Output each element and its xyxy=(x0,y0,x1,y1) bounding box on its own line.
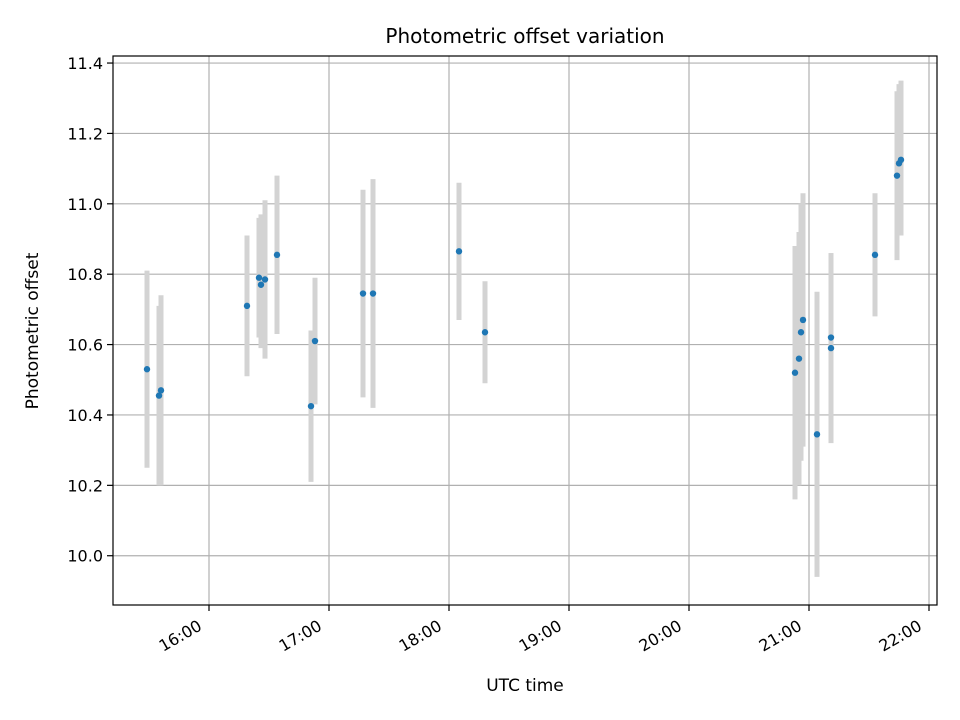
data-point xyxy=(827,334,835,341)
data-point xyxy=(871,251,879,259)
data-point xyxy=(481,329,489,336)
data-point xyxy=(311,337,319,345)
data-point xyxy=(797,329,805,336)
data-point xyxy=(795,355,803,362)
data-point xyxy=(157,387,165,394)
y-tick-label: 11.0 xyxy=(67,195,103,214)
x-axis-title: UTC time xyxy=(486,676,564,696)
data-point xyxy=(307,402,315,410)
data-point xyxy=(243,302,251,310)
data-point xyxy=(455,248,463,255)
y-axis-ticks: 10.0 10.2 10.4 10.6 10.8 11.0 11.2 11.4 xyxy=(67,54,113,566)
data-point xyxy=(827,344,835,352)
data-point xyxy=(799,316,807,324)
data-point xyxy=(359,290,367,297)
y-tick-label: 10.2 xyxy=(67,476,103,495)
data-point xyxy=(813,431,821,438)
y-tick-label: 10.4 xyxy=(67,406,103,425)
data-point xyxy=(155,392,163,399)
chart-title: Photometric offset variation xyxy=(385,24,664,48)
data-point xyxy=(791,369,799,376)
data-point xyxy=(273,251,281,259)
data-points xyxy=(143,156,905,438)
data-point xyxy=(143,366,151,373)
y-tick-label: 10.0 xyxy=(67,547,103,566)
y-tick-label: 10.6 xyxy=(67,336,103,355)
y-tick-label: 11.4 xyxy=(67,54,103,73)
data-point xyxy=(261,276,269,283)
data-point xyxy=(897,156,905,164)
plot-area-frame xyxy=(112,55,938,606)
data-point xyxy=(369,290,377,297)
data-point xyxy=(893,172,901,179)
y-tick-label: 10.8 xyxy=(67,265,103,284)
data-point xyxy=(255,274,263,281)
y-tick-label: 11.2 xyxy=(67,124,103,143)
data-point xyxy=(257,281,265,288)
y-axis-title: Photometric offset xyxy=(23,252,43,409)
